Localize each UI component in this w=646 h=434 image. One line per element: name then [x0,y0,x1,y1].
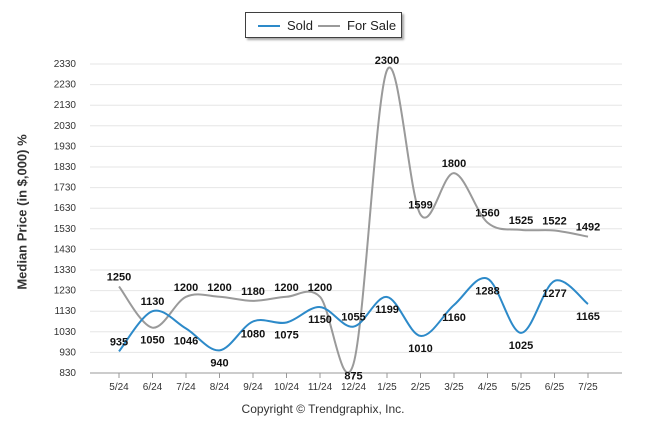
x-tick-label: 8/24 [210,382,230,393]
y-tick-label: 1630 [54,203,77,214]
data-label-sold: 935 [110,336,128,348]
data-label-sold: 1010 [408,343,432,355]
y-tick-label: 2330 [54,59,77,70]
y-tick-label: 1430 [54,244,77,255]
data-label-sold: 940 [210,357,228,369]
data-label-sold: 1130 [141,296,165,308]
data-label-sold: 1075 [274,330,298,342]
x-tick-label: 1/25 [377,382,397,393]
data-label-for-sale: 1200 [174,282,198,294]
data-label-sold: 1150 [308,314,332,326]
y-tick-label: 1030 [54,327,77,338]
data-label-for-sale: 2300 [375,55,399,67]
x-tick-label: 5/24 [109,382,129,393]
x-tick-label: 2/25 [411,382,431,393]
data-label-for-sale: 1200 [308,282,332,294]
x-tick-label: 10/24 [274,382,299,393]
y-tick-label: 1830 [54,162,77,173]
data-label-for-sale: 1599 [408,200,432,212]
legend-swatch-sold [258,24,280,27]
legend: Sold For Sale [245,12,402,38]
y-axis-title: Median Price (in $,000) % [14,134,30,290]
y-tick-label: 2130 [54,100,77,111]
data-label-for-sale: 1250 [107,271,131,283]
copyright-footer: Copyright © Trendgraphix, Inc. [241,402,405,416]
x-tick-label: 4/25 [478,382,498,393]
data-label-for-sale: 1200 [207,282,231,294]
data-label-for-sale: 1522 [542,215,566,227]
data-label-sold: 1046 [174,336,198,348]
data-label-sold: 1025 [509,340,533,352]
data-label-sold: 1277 [542,288,566,300]
x-tick-label: 6/25 [545,382,565,393]
x-tick-label: 11/24 [308,382,333,393]
y-tick-label: 1730 [54,183,77,194]
y-tick-label: 2230 [54,80,77,91]
data-label-sold: 1080 [241,329,265,341]
x-tick-label: 7/25 [578,382,598,393]
data-label-sold: 1055 [341,312,365,324]
data-label-for-sale: 1525 [509,215,533,227]
data-label-for-sale: 1800 [442,158,466,170]
y-tick-label: 930 [59,347,76,358]
y-tick-label: 1930 [54,141,77,152]
x-tick-label: 7/24 [176,382,196,393]
x-tick-label: 12/24 [341,382,366,393]
legend-swatch-for-sale [318,24,340,27]
data-label-sold: 1199 [375,304,399,316]
x-tick-label: 3/25 [444,382,464,393]
data-label-sold: 1165 [576,311,600,323]
legend-label-sold: Sold [287,18,314,33]
y-tick-label: 830 [59,368,76,379]
data-label-sold: 1160 [442,312,466,324]
data-label-for-sale: 1200 [274,282,298,294]
y-tick-label: 1130 [54,306,76,317]
legend-item-sold[interactable]: Sold [258,18,313,33]
x-tick-label: 6/24 [143,382,163,393]
y-tick-label: 2030 [54,121,77,132]
data-label-for-sale: 1560 [475,208,499,220]
y-tick-label: 1330 [54,265,77,276]
data-label-for-sale: 875 [344,371,362,383]
x-tick-label: 5/25 [511,382,531,393]
data-label-for-sale: 1492 [576,222,600,234]
x-tick-label: 9/24 [243,382,263,393]
data-label-sold: 1288 [475,286,499,298]
y-tick-label: 1230 [54,286,77,297]
legend-label-for-sale: For Sale [347,18,397,33]
data-label-for-sale: 1180 [241,286,265,298]
legend-item-for-sale[interactable]: For Sale [318,18,396,33]
y-tick-label: 1530 [54,224,77,235]
data-label-for-sale: 1050 [140,335,164,347]
series-line-for-sale [118,66,589,374]
